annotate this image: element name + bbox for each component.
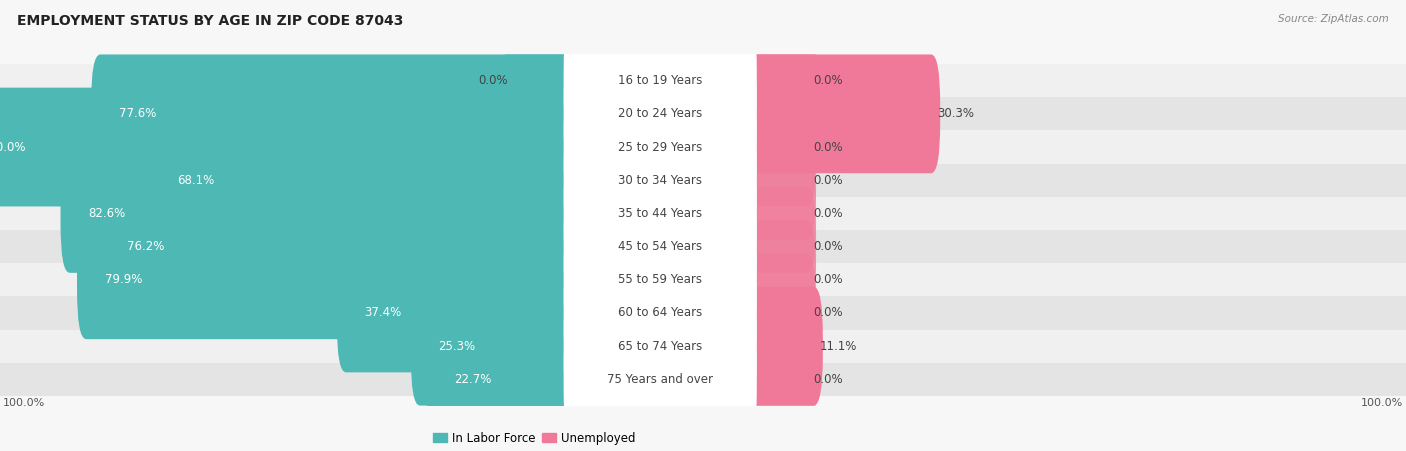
FancyBboxPatch shape — [337, 253, 583, 373]
FancyBboxPatch shape — [505, 21, 583, 140]
FancyBboxPatch shape — [564, 177, 756, 316]
Bar — [0, 263, 1406, 296]
Text: 37.4%: 37.4% — [364, 307, 402, 319]
Text: 100.0%: 100.0% — [0, 141, 27, 153]
Text: 25 to 29 Years: 25 to 29 Years — [619, 141, 703, 153]
Text: 65 to 74 Years: 65 to 74 Years — [619, 340, 703, 353]
Text: 100.0%: 100.0% — [1361, 398, 1403, 408]
Text: 60 to 64 Years: 60 to 64 Years — [619, 307, 703, 319]
FancyBboxPatch shape — [564, 277, 756, 415]
Bar — [0, 197, 1406, 230]
Text: 45 to 54 Years: 45 to 54 Years — [619, 240, 702, 253]
FancyBboxPatch shape — [737, 253, 815, 373]
FancyBboxPatch shape — [737, 187, 815, 306]
Bar — [0, 230, 1406, 263]
Text: 0.0%: 0.0% — [813, 240, 842, 253]
FancyBboxPatch shape — [77, 221, 583, 339]
FancyBboxPatch shape — [564, 11, 756, 150]
FancyBboxPatch shape — [100, 187, 583, 306]
Bar — [0, 363, 1406, 396]
Bar — [0, 64, 1406, 97]
Text: EMPLOYMENT STATUS BY AGE IN ZIP CODE 87043: EMPLOYMENT STATUS BY AGE IN ZIP CODE 870… — [17, 14, 404, 28]
FancyBboxPatch shape — [564, 111, 756, 249]
FancyBboxPatch shape — [564, 211, 756, 349]
Text: 0.0%: 0.0% — [813, 307, 842, 319]
FancyBboxPatch shape — [737, 287, 823, 405]
Bar — [0, 330, 1406, 363]
Text: 0.0%: 0.0% — [813, 141, 842, 153]
Bar — [0, 296, 1406, 330]
FancyBboxPatch shape — [737, 87, 815, 207]
Text: 0.0%: 0.0% — [813, 74, 842, 87]
Text: 100.0%: 100.0% — [3, 398, 45, 408]
FancyBboxPatch shape — [737, 221, 815, 339]
Text: 76.2%: 76.2% — [127, 240, 165, 253]
Text: 30.3%: 30.3% — [938, 107, 974, 120]
FancyBboxPatch shape — [564, 78, 756, 216]
Text: 20 to 24 Years: 20 to 24 Years — [619, 107, 703, 120]
FancyBboxPatch shape — [564, 310, 756, 449]
FancyBboxPatch shape — [564, 144, 756, 283]
Text: Source: ZipAtlas.com: Source: ZipAtlas.com — [1278, 14, 1389, 23]
Text: 30 to 34 Years: 30 to 34 Years — [619, 174, 702, 187]
FancyBboxPatch shape — [60, 154, 583, 273]
FancyBboxPatch shape — [426, 320, 583, 439]
Text: 0.0%: 0.0% — [813, 273, 842, 286]
Text: 77.6%: 77.6% — [118, 107, 156, 120]
Text: 0.0%: 0.0% — [478, 74, 508, 87]
Text: 68.1%: 68.1% — [177, 174, 214, 187]
FancyBboxPatch shape — [737, 154, 815, 273]
FancyBboxPatch shape — [564, 244, 756, 382]
FancyBboxPatch shape — [0, 87, 583, 207]
Text: 0.0%: 0.0% — [813, 207, 842, 220]
FancyBboxPatch shape — [737, 55, 941, 173]
FancyBboxPatch shape — [411, 287, 583, 405]
Text: 55 to 59 Years: 55 to 59 Years — [619, 273, 702, 286]
Text: 11.1%: 11.1% — [820, 340, 858, 353]
Text: 0.0%: 0.0% — [813, 373, 842, 386]
Bar — [0, 97, 1406, 130]
FancyBboxPatch shape — [737, 21, 815, 140]
FancyBboxPatch shape — [737, 320, 815, 439]
Bar — [0, 130, 1406, 164]
FancyBboxPatch shape — [737, 121, 815, 239]
FancyBboxPatch shape — [149, 121, 583, 239]
Text: 75 Years and over: 75 Years and over — [607, 373, 713, 386]
Text: 25.3%: 25.3% — [439, 340, 475, 353]
Text: 22.7%: 22.7% — [454, 373, 492, 386]
Bar — [0, 164, 1406, 197]
Text: 16 to 19 Years: 16 to 19 Years — [619, 74, 703, 87]
Legend: In Labor Force, Unemployed: In Labor Force, Unemployed — [429, 427, 640, 449]
Text: 35 to 44 Years: 35 to 44 Years — [619, 207, 702, 220]
FancyBboxPatch shape — [564, 45, 756, 183]
Text: 79.9%: 79.9% — [104, 273, 142, 286]
Text: 0.0%: 0.0% — [813, 174, 842, 187]
Text: 82.6%: 82.6% — [89, 207, 125, 220]
FancyBboxPatch shape — [91, 55, 583, 173]
